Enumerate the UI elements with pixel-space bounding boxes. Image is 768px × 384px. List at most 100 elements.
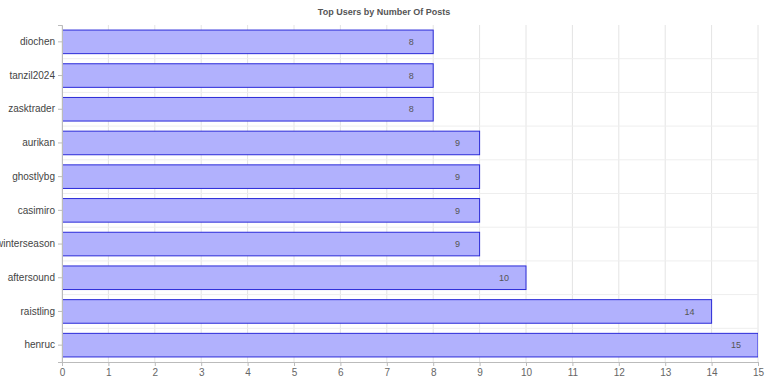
tick-mark [248, 362, 249, 366]
tick: 11 [568, 362, 579, 378]
tick-mark [619, 362, 620, 366]
tick: 8 [431, 362, 437, 378]
tick: winterseason [0, 238, 62, 249]
tick-mark [58, 142, 62, 143]
tick: 0 [60, 362, 66, 378]
bar[interactable] [62, 64, 433, 88]
tick-label: 8 [431, 367, 437, 378]
tick-mark [201, 362, 202, 366]
row-separator [62, 92, 758, 93]
data-labels: 8889999101415 [409, 37, 741, 350]
data-label: 9 [455, 206, 460, 216]
tick-label: 13 [660, 367, 672, 378]
tick-label: 6 [338, 367, 344, 378]
data-label: 15 [731, 340, 741, 350]
row-separator [62, 260, 758, 261]
bar[interactable] [62, 165, 480, 189]
chart-title: Top Users by Number Of Posts [318, 7, 450, 17]
tick: ghostlybg [12, 171, 62, 182]
row-separator [62, 227, 758, 228]
bar[interactable] [62, 333, 758, 357]
tick-label: diochen [20, 36, 55, 47]
grid [62, 25, 758, 362]
tick: raistling [21, 306, 62, 317]
row-separator [62, 159, 758, 160]
tick: 4 [245, 362, 251, 378]
tick: 2 [153, 362, 159, 378]
tick-mark [58, 176, 62, 177]
tick-label: 5 [292, 367, 298, 378]
tick-label: 2 [153, 367, 159, 378]
tick-mark [758, 362, 759, 366]
tick-mark [294, 362, 295, 366]
data-label: 8 [409, 104, 414, 114]
row-separator [62, 328, 758, 329]
tick-mark [58, 41, 62, 42]
tick-mark [58, 210, 62, 211]
data-label: 9 [455, 138, 460, 148]
tick: 10 [521, 362, 533, 378]
tick-mark [58, 244, 62, 245]
tick-label: aftersound [8, 272, 55, 283]
bar[interactable] [62, 300, 712, 324]
plot: 88899991014150123456789101112131415dioch… [0, 25, 764, 378]
tick: zasktrader [8, 103, 62, 114]
tick-label: 9 [477, 367, 483, 378]
tick-label: raistling [21, 306, 55, 317]
tick-mark [58, 311, 62, 312]
data-label: 10 [499, 273, 509, 283]
tick-mark [387, 362, 388, 366]
tick-label: tanzil2024 [9, 70, 55, 81]
tick-mark [480, 362, 481, 366]
tick-label: 14 [707, 367, 719, 378]
tick: henruc [24, 339, 62, 350]
tick-mark [340, 362, 341, 366]
data-label: 9 [455, 172, 460, 182]
tick-label: 0 [60, 367, 66, 378]
bar[interactable] [62, 97, 433, 121]
tick: 3 [199, 362, 205, 378]
bar[interactable] [62, 199, 480, 223]
tick-label: winterseason [0, 238, 55, 249]
bar[interactable] [62, 131, 480, 155]
axis-line [58, 26, 63, 363]
tick-mark [712, 362, 713, 366]
tick: casimiro [18, 205, 62, 216]
tick: aftersound [8, 272, 62, 283]
tick-label: henruc [24, 339, 55, 350]
tick-mark [572, 362, 573, 366]
tick-mark [665, 362, 666, 366]
tick: tanzil2024 [9, 70, 62, 81]
tick-label: 12 [614, 367, 626, 378]
bar[interactable] [62, 30, 433, 54]
bars [62, 30, 758, 357]
tick-mark [108, 362, 109, 366]
tick: 9 [477, 362, 483, 378]
tick-label: 1 [106, 367, 112, 378]
tick-label: 15 [753, 367, 765, 378]
axis-line [63, 363, 759, 367]
tick-mark [58, 75, 62, 76]
tick: 1 [106, 362, 112, 378]
tick: 12 [614, 362, 626, 378]
tick: 13 [660, 362, 672, 378]
data-label: 8 [409, 37, 414, 47]
chart: Top Users by Number Of Posts888999910141… [0, 0, 768, 384]
tick: 14 [707, 362, 719, 378]
tick-mark [155, 362, 156, 366]
tick-label: casimiro [18, 205, 56, 216]
bar[interactable] [62, 232, 480, 256]
tick-mark [526, 362, 527, 366]
tick-label: zasktrader [8, 103, 55, 114]
data-label: 8 [409, 71, 414, 81]
bar[interactable] [62, 266, 526, 290]
tick: 6 [338, 362, 344, 378]
row-separator [62, 126, 758, 127]
row-separator [62, 58, 758, 59]
tick-mark [433, 362, 434, 366]
y-axis: diochentanzil2024zasktraderaurikanghostl… [0, 26, 63, 363]
tick-mark [58, 345, 62, 346]
x-axis: 0123456789101112131415 [60, 362, 765, 378]
tick: 15 [753, 362, 765, 378]
tick-label: 11 [568, 367, 579, 378]
